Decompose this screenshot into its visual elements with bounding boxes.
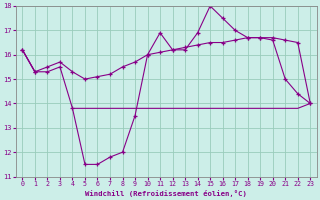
X-axis label: Windchill (Refroidissement éolien,°C): Windchill (Refroidissement éolien,°C) xyxy=(85,190,247,197)
